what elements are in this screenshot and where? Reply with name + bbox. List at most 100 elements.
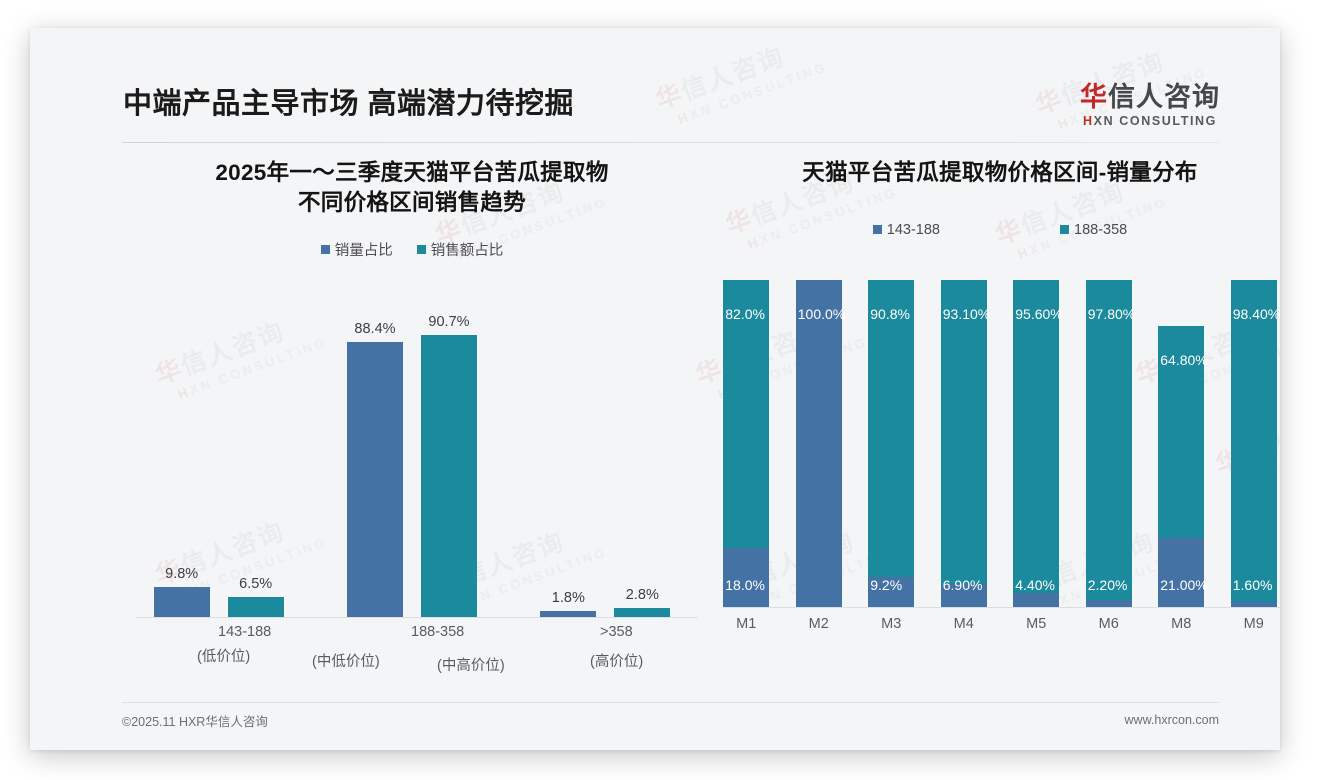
right-chart-axis-line xyxy=(724,606,1280,608)
stack-segment-188-358: 90.8% xyxy=(868,279,915,577)
stack-segment-143-188: 21.00% xyxy=(1158,537,1208,607)
stack-segment-label: 97.80% xyxy=(1087,305,1136,322)
footer-copyright: ©2025.11 HXR华信人咨询 xyxy=(122,714,268,729)
bar-value-label: 2.8% xyxy=(625,587,659,604)
stack-segment-188-358: 95.60% xyxy=(1013,279,1063,593)
legend-swatch-icon xyxy=(416,245,426,255)
left-chart-title: 2025年一～三季度天猫平台苦瓜提取物 不同价格区间销售趋势 xyxy=(122,158,702,217)
right-chart-plot: 82.0% 18.0% 100.0% 90.8% 9.2% 93.10% 6.90% 95.6… xyxy=(710,268,1280,608)
logo-en-red: H xyxy=(1083,114,1094,129)
legend-label: 销量占比 xyxy=(334,243,393,260)
right-chart-title-line1: 天猫平台苦瓜提取物价格区间-销量分布 xyxy=(802,160,1198,185)
logo-en-text: HXN CONSULTING xyxy=(1080,114,1220,128)
stacked-column-M5: 95.60% 4.40% xyxy=(1000,268,1073,607)
stack-M3[interactable]: 90.8% 9.2% xyxy=(868,279,915,607)
stack-segment-label: 2.20% xyxy=(1087,576,1128,593)
right-chart-x-labels: M1 M2 M3 M4 M5 M6 M8 M9 xyxy=(710,616,1280,632)
stack-segment-label: 21.00% xyxy=(1160,576,1208,593)
slide-card: 华信人咨询 HXN CONSULTING 华信人咨询 HXN CONSULTING 华信… xyxy=(30,28,1280,750)
logo-cn-text: 华信人咨询 xyxy=(1080,83,1220,111)
stack-segment-label: 90.8% xyxy=(870,305,910,322)
x-axis-sublabel-1: (低价位) xyxy=(197,649,251,666)
right-chart-legend: 143-188 188-358 xyxy=(710,222,1280,238)
legend-item-1[interactable]: 143-188 xyxy=(872,221,940,238)
stack-segment-188-358: 82.0% xyxy=(723,279,770,548)
bar-143-188-销量占比[interactable]: 9.8% xyxy=(153,278,210,618)
x-axis-label-M1: M1 xyxy=(736,615,757,632)
stack-segment-143-188: 9.2% xyxy=(868,576,915,607)
left-chart-x-labels: 143-188 188-358 >358 (低价位) (中低价位) (中高价位) (高价位) xyxy=(122,618,702,684)
bar-188-358-销量占比[interactable]: 88.4% xyxy=(346,278,403,618)
x-axis-label->358: >358 xyxy=(600,624,633,641)
stack-M2[interactable]: 100.0% xyxy=(795,279,845,607)
stack-M4[interactable]: 93.10% 6.90% xyxy=(940,279,990,607)
logo-en-rest: XN CONSULTING xyxy=(1093,114,1217,129)
stack-M1[interactable]: 82.0% 18.0% xyxy=(723,279,770,607)
x-axis-sublabel-2: (中低价位) xyxy=(312,654,380,671)
stacked-column-M9: 98.40% 1.60% xyxy=(1218,268,1280,607)
stacked-column-M1: 82.0% 18.0% xyxy=(710,268,783,607)
bar-rect xyxy=(153,587,210,618)
header-divider xyxy=(122,142,1219,143)
stack-segment-188-358: 98.40% xyxy=(1230,279,1280,602)
stacked-column-M3: 90.8% 9.2% xyxy=(855,268,928,607)
bar-group->358: 1.8% 2.8% xyxy=(509,278,702,618)
stack-segment-label: 98.40% xyxy=(1232,305,1280,322)
bar->358-销售额占比[interactable]: 2.8% xyxy=(614,278,671,618)
stack-segment-label: 18.0% xyxy=(725,576,765,593)
bar-rect xyxy=(227,597,284,618)
bar-group-188-358: 88.4% 90.7% xyxy=(315,278,508,618)
logo-cn-red: 华 xyxy=(1080,82,1108,112)
bar-value-label: 1.8% xyxy=(551,590,585,607)
stack-segment-label: 9.2% xyxy=(870,576,903,593)
stack-M5[interactable]: 95.60% 4.40% xyxy=(1013,279,1063,607)
bar-rect xyxy=(346,342,403,618)
bar-value-label: 6.5% xyxy=(239,576,273,593)
footer-divider xyxy=(122,702,1219,703)
legend-item-2[interactable]: 188-358 xyxy=(1060,222,1127,238)
chart-panel-left: 2025年一～三季度天猫平台苦瓜提取物 不同价格区间销售趋势 销量占比 销售额占比… xyxy=(122,158,702,718)
bar-143-188-销售额占比[interactable]: 6.5% xyxy=(227,278,284,618)
x-axis-label-M6: M6 xyxy=(1098,615,1119,632)
slide-header: 中端产品主导市场 高端潜力待挖掘 华信人咨询 HXN CONSULTING xyxy=(30,28,1280,143)
stacked-column-M2: 100.0% xyxy=(783,268,856,607)
stack-M9[interactable]: 98.40% 1.60% xyxy=(1230,279,1280,607)
stack-M8[interactable]: 64.80% 21.00% xyxy=(1158,325,1208,607)
stack-segment-label: 6.90% xyxy=(942,576,983,593)
left-chart-legend: 销量占比 销售额占比 xyxy=(122,239,702,260)
legend-item-2[interactable]: 销售额占比 xyxy=(416,239,504,260)
stack-segment-label: 4.40% xyxy=(1015,576,1055,593)
stacked-column-M4: 93.10% 6.90% xyxy=(928,268,1001,607)
x-axis-sublabel-3: (中高价位) xyxy=(437,658,505,675)
x-axis-label-M3: M3 xyxy=(881,615,902,632)
stack-segment-143-188: 6.90% xyxy=(940,577,987,607)
legend-label: 143-188 xyxy=(886,221,940,238)
stack-M6[interactable]: 97.80% 2.20% xyxy=(1085,279,1136,607)
stack-segment-143-188: 1.60% xyxy=(1230,577,1277,607)
page-title: 中端产品主导市场 高端潜力待挖掘 xyxy=(123,88,575,120)
legend-item-1[interactable]: 销量占比 xyxy=(320,239,393,260)
legend-swatch-icon xyxy=(872,225,882,235)
legend-label: 销售额占比 xyxy=(430,243,504,260)
bar->358-销量占比[interactable]: 1.8% xyxy=(540,278,597,618)
bar-group-143-188: 9.8% 6.5% xyxy=(122,278,315,618)
left-chart-title-line2: 不同价格区间销售趋势 xyxy=(297,189,526,215)
chart-panel-right: 天猫平台苦瓜提取物价格区间-销量分布 143-188 188-358 82.0% 1… xyxy=(710,158,1280,718)
left-chart-axis-line xyxy=(136,617,698,619)
bar-value-label: 9.8% xyxy=(165,566,199,583)
footer-website: www.hxrcon.com xyxy=(1124,713,1219,727)
stack-segment-143-188: 4.40% xyxy=(1013,577,1060,607)
logo-cn-rest: 信人咨询 xyxy=(1108,82,1220,112)
stack-segment-label: 82.0% xyxy=(725,305,765,322)
legend-swatch-icon xyxy=(320,245,330,255)
legend-label: 188-358 xyxy=(1074,221,1128,238)
x-axis-label-M9: M9 xyxy=(1243,615,1264,632)
stack-segment-label: 1.60% xyxy=(1232,576,1273,593)
left-chart-plot: 9.8% 6.5% 88.4% 90.7% 1.8% 2.8% xyxy=(122,278,702,619)
bar-188-358-销售额占比[interactable]: 90.7% xyxy=(420,278,477,618)
stack-segment-188-358: 97.80% xyxy=(1085,279,1136,600)
x-axis-label-M2: M2 xyxy=(808,615,829,632)
bar-value-label: 88.4% xyxy=(354,321,396,338)
left-chart-title-line1: 2025年一～三季度天猫平台苦瓜提取物 xyxy=(215,160,609,185)
x-axis-label-M4: M4 xyxy=(953,615,974,632)
